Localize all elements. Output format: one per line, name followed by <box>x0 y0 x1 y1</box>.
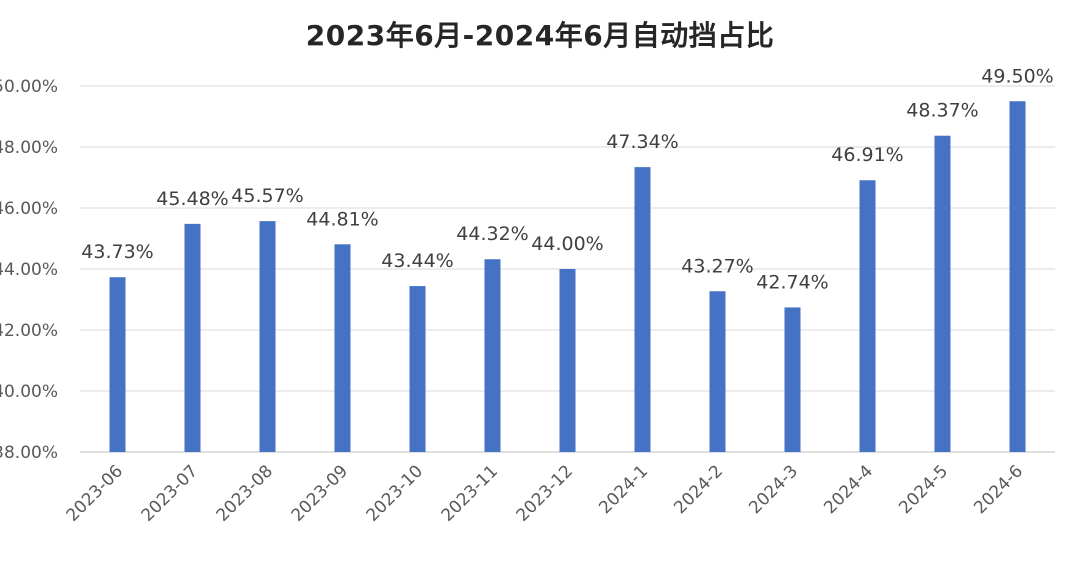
y-tick-label: 48.00% <box>0 138 58 158</box>
bar <box>259 221 276 452</box>
data-label: 42.74% <box>756 271 828 293</box>
x-tick-label: 2024-5 <box>895 461 952 518</box>
data-label: 45.48% <box>156 188 228 210</box>
bar <box>484 259 501 452</box>
bar <box>334 244 351 452</box>
data-label: 49.50% <box>981 65 1053 87</box>
bar <box>1009 101 1026 452</box>
x-tick-label: 2023-07 <box>138 461 202 525</box>
y-tick-label: 40.00% <box>0 382 58 402</box>
data-label: 44.00% <box>531 233 603 255</box>
x-tick-label: 2024-2 <box>670 461 727 518</box>
y-tick-label: 42.00% <box>0 321 58 341</box>
y-tick-label: 50.00% <box>0 77 58 97</box>
x-tick-label: 2024-6 <box>970 461 1027 518</box>
bar <box>784 307 801 452</box>
data-label: 44.81% <box>306 208 378 230</box>
bar <box>859 180 876 452</box>
chart-title: 2023年6月-2024年6月自动挡占比 <box>305 19 775 52</box>
bar <box>934 135 951 452</box>
bar <box>559 269 576 452</box>
bar <box>409 286 426 452</box>
y-tick-label: 46.00% <box>0 199 58 219</box>
x-tick-label: 2023-12 <box>513 461 577 525</box>
x-tick-label: 2023-11 <box>438 461 502 525</box>
x-tick-label: 2023-10 <box>363 461 427 525</box>
x-tick-label: 2023-09 <box>288 461 352 525</box>
data-label: 44.32% <box>456 223 528 245</box>
x-tick-label: 2023-08 <box>213 461 277 525</box>
bar <box>709 291 726 452</box>
x-tick-label: 2024-4 <box>820 461 877 518</box>
x-tick-label: 2024-1 <box>595 461 652 518</box>
bar <box>634 167 651 452</box>
bar <box>109 277 126 452</box>
data-label: 46.91% <box>831 144 903 166</box>
data-label: 47.34% <box>606 131 678 153</box>
data-label: 43.27% <box>681 255 753 277</box>
data-label: 43.73% <box>81 241 153 263</box>
y-tick-label: 38.00% <box>0 443 58 463</box>
data-label: 48.37% <box>906 100 978 122</box>
x-tick-label: 2024-3 <box>745 461 802 518</box>
y-tick-label: 44.00% <box>0 260 58 280</box>
bar <box>184 223 201 452</box>
data-label: 45.57% <box>231 185 303 207</box>
data-label: 43.44% <box>381 250 453 272</box>
x-tick-label: 2023-06 <box>63 461 127 525</box>
